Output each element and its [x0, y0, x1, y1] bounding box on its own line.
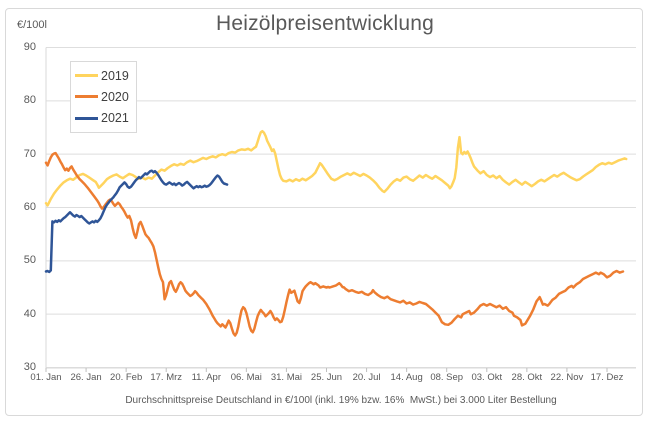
legend-marker-2020 — [75, 95, 98, 99]
legend-label-2020: 2020 — [101, 89, 129, 104]
legend: 2019 2020 2021 — [70, 61, 137, 133]
legend-marker-2021 — [75, 116, 98, 120]
x-tick-label: 11. Apr — [191, 372, 221, 383]
legend-marker-2019 — [75, 74, 98, 78]
legend-label-2019: 2019 — [101, 68, 129, 83]
y-axis-unit-label: €/100l — [17, 19, 47, 31]
legend-item-2021: 2021 — [75, 111, 136, 125]
x-tick-label: 17. Dez — [590, 372, 624, 383]
x-tick-label: 14. Aug — [390, 372, 423, 383]
series-2020-line — [44, 151, 625, 337]
series-2019-line — [44, 129, 628, 207]
y-tick-label-60: 60 — [23, 201, 36, 213]
legend-label-2021: 2021 — [101, 111, 129, 126]
y-tick-label-90: 90 — [23, 41, 36, 53]
series-2021-line — [44, 169, 229, 274]
x-tick-label: 20. Feb — [110, 372, 143, 383]
x-tick-label: 20. Jul — [352, 372, 381, 383]
x-tick-label: 28. Okt — [511, 372, 543, 383]
footer-note: Durchschnittspreise Deutschland in €/100… — [125, 395, 557, 406]
y-tick-label-30: 30 — [23, 361, 36, 373]
y-tick-label-40: 40 — [23, 307, 36, 320]
legend-item-2019: 2019 — [75, 69, 136, 83]
legend-item-2020: 2020 — [75, 90, 136, 104]
x-tick-label: 01. Jan — [30, 372, 62, 383]
x-tick-label: 31. Mai — [270, 372, 302, 383]
x-tick-label: 26. Jan — [70, 372, 102, 383]
x-tick-label: 08. Sep — [430, 372, 464, 383]
x-tick-label: 03. Okt — [471, 372, 503, 383]
x-tick-label: 22. Nov — [550, 372, 584, 383]
chart-title: Heizölpreisentwicklung — [216, 12, 434, 35]
x-tick-label: 06. Mai — [230, 372, 262, 383]
x-tick-label: 17. Mrz — [150, 372, 183, 383]
y-tick-label-80: 80 — [23, 94, 36, 107]
y-tick-label-70: 70 — [23, 147, 36, 160]
x-tick-label: 25. Jun — [310, 372, 343, 383]
y-tick-label-50: 50 — [23, 254, 36, 267]
